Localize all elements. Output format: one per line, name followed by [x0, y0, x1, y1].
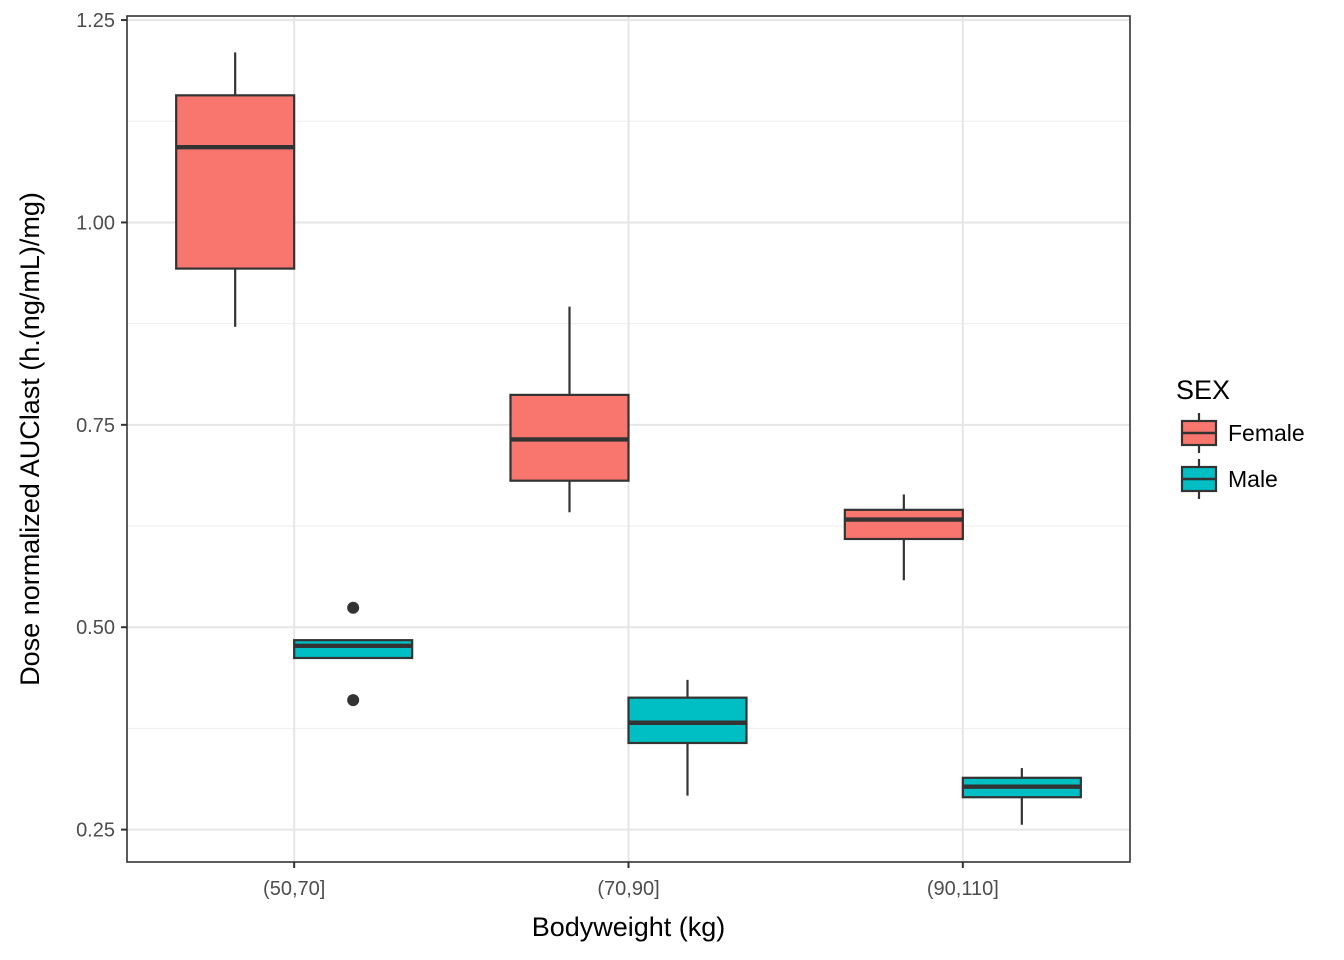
box-male-2	[961, 768, 1082, 825]
boxes	[175, 52, 1082, 825]
outlier-point	[347, 694, 360, 707]
legend-label: Male	[1228, 466, 1278, 492]
x-tick-label: (50,70]	[263, 878, 325, 900]
box-body	[627, 696, 748, 745]
x-tick-label: (90,110]	[927, 878, 999, 900]
box-female-2	[843, 494, 964, 581]
box-body	[175, 94, 296, 270]
box-body	[293, 639, 414, 660]
box-male-0	[293, 601, 414, 707]
box-male-1	[627, 679, 748, 796]
x-axis-title: Bodyweight (kg)	[532, 912, 726, 942]
outlier-point	[347, 601, 360, 614]
legend: SEX Female Male	[1176, 375, 1305, 499]
y-tick-label: 0.50	[76, 617, 115, 639]
y-tick-label: 1.00	[76, 212, 115, 234]
y-tick-label: 1.25	[76, 10, 115, 32]
box-female-1	[509, 306, 630, 513]
legend-title: SEX	[1176, 375, 1230, 405]
y-tick-label: 0.75	[76, 415, 115, 437]
box-body	[843, 508, 964, 541]
box-female-0	[175, 52, 296, 327]
x-tick-label: (70,90]	[597, 878, 659, 900]
legend-label: Female	[1228, 420, 1305, 446]
y-tick-label: 0.25	[76, 820, 115, 842]
legend-item-female: Female	[1180, 413, 1305, 453]
y-axis-title: Dose normalized AUClast (h.(ng/mL)/mg)	[15, 192, 45, 686]
legend-item-male: Male	[1180, 459, 1278, 499]
axes: 0.25 0.50 0.75 1.00 1.25 (50,70] (70,90] (90,11…	[76, 10, 999, 900]
